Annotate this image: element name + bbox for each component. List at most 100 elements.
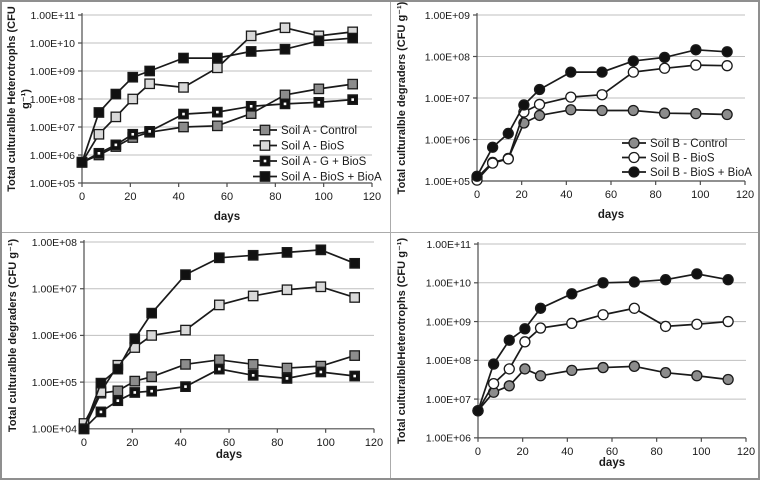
point-soilA-bios-bioa-d56 [213, 252, 225, 264]
legend-label: Soil A - BioS [281, 141, 345, 153]
legend-item-soilB-bios-bioa: Soil B - BioS + BioA [622, 166, 752, 179]
point-soilA-control-d42 [178, 121, 189, 133]
point-soilA-g-bios-d98-dot [317, 101, 321, 104]
y-axis-title: Total culturalbleHeterotrophs (CFU g⁻¹) [396, 238, 408, 444]
point-soilB-bios-bioa-d112 [722, 274, 734, 286]
point-soilB-bios-bioa-d56 [596, 66, 608, 78]
point-soilA-bios-d42 [180, 324, 191, 336]
x-tick-label: 80 [650, 189, 662, 201]
panel-soil-b-heterotrophs: 1.00E+06 1.00E+07 1.00E+08 1.00E+09 1.00E+10… [391, 233, 758, 478]
point-soilB-bios-d28 [533, 98, 546, 111]
panel-soil-a-heterotrophs: 1.00E+05 1.00E+06 1.00E+07 1.00E+08 1.00E+09… [2, 2, 391, 233]
point-soilA-g-bios-d42-dot [184, 385, 187, 388]
chart-soil-a-heterotrophs: 1.00E+05 1.00E+06 1.00E+07 1.00E+08 1.00E+09… [6, 6, 382, 223]
legend-marker-soilA-bios-bioa [259, 171, 271, 182]
legend-item-soilA-g-bios: Soil A - G + BioS [253, 155, 367, 168]
x-tick-label: 0 [79, 191, 85, 203]
point-soilB-bios-bioa-d7 [487, 358, 500, 370]
point-soilA-bios-d56 [211, 62, 223, 74]
point-soilB-bios-bioa-d28 [534, 302, 547, 314]
point-soilA-g-bios-d84-dot [283, 102, 287, 106]
chart-soil-a-degraders: 1.00E+04 1.00E+05 1.00E+06 1.00E+07 1.00E+08… [7, 237, 383, 461]
y-tick-label: 1.00E+05 [425, 176, 470, 188]
x-tick-label: 40 [560, 189, 572, 201]
point-soilB-bios-bioa-d56 [597, 277, 609, 289]
point-soilA-bios-bioa-d112 [349, 257, 361, 269]
legend-marker-soilA-g-bios-dot [263, 159, 267, 163]
point-soilA-bios-d7 [93, 128, 105, 140]
x-tick-label: 100 [692, 446, 710, 458]
point-soilB-bios-bioa-d28 [533, 83, 546, 96]
point-soilB-control-d56 [596, 104, 608, 117]
x-tick-label: 20 [124, 191, 136, 203]
x-tick-label: 20 [517, 446, 529, 458]
legend: Soil A - Control Soil A - BioS Soil A - G … [253, 124, 382, 184]
point-soilB-control-d70 [628, 360, 640, 372]
point-soilB-control-d70 [627, 104, 639, 117]
y-tick-label: 1.00E+09 [426, 316, 471, 328]
point-soilA-bios-d42 [178, 82, 189, 93]
point-soilA-control-d112 [347, 78, 359, 90]
point-soilB-control-d14 [503, 380, 515, 392]
axes: 1.00E+04 1.00E+05 1.00E+06 1.00E+07 1.00E+08… [7, 237, 383, 461]
x-tick-label: 120 [737, 446, 755, 458]
point-soilA-bios-bioa-d112 [347, 32, 359, 44]
point-soilB-bios-d21 [519, 336, 531, 348]
y-tick-label: 1.00E+11 [427, 239, 472, 251]
point-soilA-bios-bioa-d98 [313, 35, 325, 47]
point-soilB-bios-bioa-d84 [658, 51, 671, 64]
y-tick-label: 1.00E+10 [30, 38, 75, 50]
legend-label: Soil A - Control [281, 125, 357, 137]
point-soilA-g-bios-d28-dot [150, 389, 153, 393]
y-tick-label: 1.00E+06 [426, 433, 471, 445]
y-tick-label: 1.00E+06 [32, 330, 77, 342]
y-tick-label: 1.00E+05 [30, 178, 75, 190]
point-soilB-bios-bioa-d84 [659, 274, 672, 286]
point-soilB-bios-bioa-d98 [691, 268, 703, 280]
point-soilB-control-d42 [566, 364, 578, 377]
y-tick-label: 1.00E+07 [32, 284, 77, 296]
series-line-soilA-g-bios [83, 368, 355, 430]
point-soilA-g-bios-d21-dot [133, 391, 137, 394]
y-tick-label: 1.00E+07 [425, 93, 470, 105]
point-soilB-control-d28 [534, 370, 547, 382]
y-tick-label: 1.00E+05 [32, 377, 77, 389]
point-soilB-bios-bioa-d0 [471, 170, 483, 182]
point-soilB-bios-d70 [627, 66, 639, 78]
y-tick-label: 1.00E+07 [30, 122, 75, 134]
point-soilA-bios-bioa-d84 [281, 247, 293, 258]
point-soilB-control-d84 [658, 107, 671, 119]
point-soilB-control-d28 [533, 109, 546, 122]
point-soilA-control-d84 [279, 89, 291, 101]
point-soilA-control-d42 [180, 358, 191, 370]
x-tick-label: 40 [173, 191, 185, 203]
x-axis-title: days [598, 209, 624, 221]
point-soilB-control-d112 [722, 373, 734, 386]
point-soilA-control-d21 [129, 375, 141, 387]
y-tick-label: 1.00E+09 [425, 10, 470, 22]
legend-marker-soilA-bios [259, 140, 271, 151]
panel-soil-b-degraders: 1.00E+05 1.00E+06 1.00E+07 1.00E+08 1.00E+09… [391, 2, 758, 233]
point-soilA-bios-bioa-d7 [93, 107, 105, 118]
series-line-soilA-bios-bioa [83, 249, 356, 430]
y-tick-label: 1.00E+10 [426, 278, 471, 290]
legend-label: Soil A - G + BioS [281, 156, 367, 168]
point-soilA-control-d70 [247, 358, 259, 370]
y-tick-label: 1.00E+08 [30, 94, 75, 106]
point-soilB-bios-d70 [628, 302, 640, 314]
y-tick-label: 1.00E+07 [426, 394, 471, 406]
series-line-soilB-bios-bioa [477, 272, 729, 411]
point-soilB-bios-d14 [503, 363, 515, 375]
point-soilA-g-bios-d112-dot [351, 98, 354, 101]
point-soilB-bios-bioa-d70 [628, 276, 640, 288]
point-soilA-bios-d70 [247, 290, 259, 302]
point-soilA-control-d56 [213, 354, 225, 366]
point-soilA-g-bios-d42-dot [182, 112, 185, 116]
point-soilB-bios-d98 [690, 59, 702, 71]
point-soilB-bios-bioa-d21 [518, 99, 530, 111]
axes: 1.00E+05 1.00E+06 1.00E+07 1.00E+08 1.00E+09… [396, 2, 754, 221]
point-soilA-g-bios-d70-dot [251, 373, 255, 377]
legend-item-soilB-control: Soil B - Control [622, 137, 727, 150]
panel-soil-a-degraders: 1.00E+04 1.00E+05 1.00E+06 1.00E+07 1.00E+08… [2, 233, 391, 478]
